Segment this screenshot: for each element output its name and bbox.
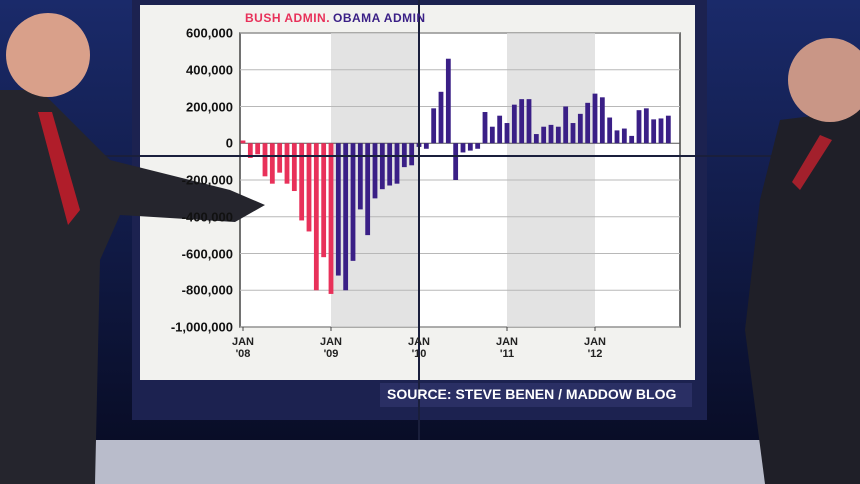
bar	[497, 115, 503, 144]
bar	[482, 112, 488, 144]
bar	[269, 143, 275, 184]
x-tick-label: JAN '12	[583, 336, 606, 360]
bar	[614, 130, 620, 144]
bar	[379, 143, 385, 190]
bar	[291, 143, 297, 192]
bar	[570, 123, 576, 144]
presenter-left-head	[6, 13, 90, 97]
x-tick-label: JAN '08	[231, 336, 254, 360]
y-tick-label: -400,000	[181, 209, 233, 225]
floor	[0, 440, 860, 484]
bar	[621, 128, 627, 144]
bar	[453, 143, 459, 180]
source-bar	[380, 383, 692, 407]
bar	[306, 143, 312, 232]
bar	[262, 143, 268, 177]
bar	[577, 113, 583, 144]
bar	[511, 104, 517, 144]
bar	[277, 143, 283, 173]
bar	[423, 143, 429, 149]
header-label: BUSH ADMIN.	[245, 11, 331, 25]
bar	[328, 143, 334, 294]
bar	[592, 93, 598, 144]
bar	[665, 115, 671, 144]
bar	[475, 143, 481, 149]
bar	[585, 102, 591, 144]
bar	[519, 99, 525, 144]
bar	[365, 143, 371, 236]
presenter-left-tie	[38, 112, 80, 225]
y-tick-label: 200,000	[186, 99, 233, 114]
x-tick-label: JAN '09	[319, 336, 342, 360]
bar	[607, 117, 613, 144]
bar	[431, 108, 437, 144]
bar	[321, 143, 327, 258]
bar	[409, 143, 415, 166]
presenter-right-tie	[792, 135, 832, 190]
bar	[489, 126, 495, 144]
presenter-right-head	[788, 38, 860, 122]
bar	[533, 134, 539, 144]
bar	[350, 143, 356, 261]
source-note: SOURCE: STEVE BENEN / MADDOW BLOG	[387, 386, 677, 402]
bar	[460, 143, 466, 153]
bar	[555, 126, 561, 144]
x-tick-label: JAN '10	[407, 336, 430, 360]
bar	[599, 97, 605, 144]
bar	[504, 123, 510, 144]
bar	[563, 106, 569, 144]
bar	[240, 140, 246, 144]
bar	[372, 143, 378, 199]
y-tick-label: 400,000	[186, 62, 233, 78]
y-tick-label: 600,000	[186, 25, 233, 41]
bar	[343, 143, 349, 291]
bar	[438, 91, 444, 144]
y-tick-label: -600,000	[181, 246, 233, 261]
bar	[643, 108, 649, 144]
x-tick-label: JAN '11	[495, 336, 518, 360]
bar	[526, 99, 532, 144]
bar	[284, 143, 290, 184]
bar	[651, 119, 657, 144]
bar	[335, 143, 341, 276]
bar	[255, 143, 261, 155]
bar	[548, 124, 554, 144]
bar	[313, 143, 319, 291]
bar	[299, 143, 305, 221]
bar	[636, 110, 642, 144]
bar	[445, 58, 451, 144]
header-label: OBAMA ADMIN	[333, 11, 426, 25]
bar	[629, 135, 635, 144]
y-tick-label: 0	[225, 135, 233, 151]
bar	[357, 143, 363, 210]
presenter-right	[745, 110, 860, 484]
bar	[541, 126, 547, 144]
bar	[467, 143, 473, 151]
bar	[394, 143, 400, 184]
bar	[387, 143, 393, 186]
bar	[658, 118, 664, 144]
bar	[247, 143, 253, 158]
plot-area	[239, 32, 681, 331]
y-tick-label: -800,000	[181, 282, 233, 298]
y-tick-label: -200,000	[181, 172, 233, 188]
y-tick-label: -1,000,000	[170, 319, 233, 335]
